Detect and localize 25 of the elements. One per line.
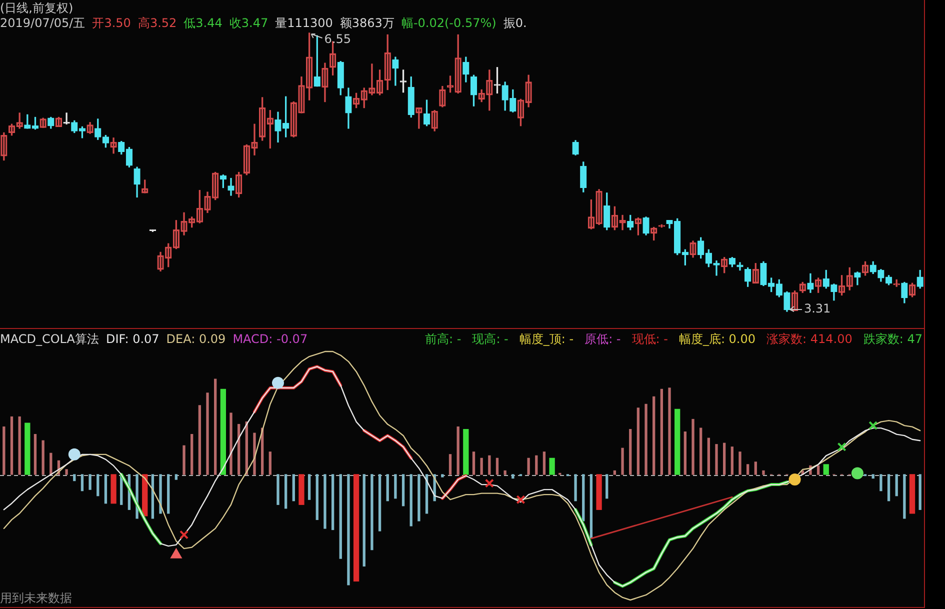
text: 额3863万: [340, 16, 394, 30]
text: 涨家数: 414.00: [766, 332, 852, 346]
annotation: 用到未来数据: [0, 591, 72, 605]
text: 幅-0.02(-0.57%): [401, 16, 496, 30]
text: 量111300: [275, 16, 333, 30]
text: 现低: -: [632, 332, 668, 346]
text: 现高: -: [472, 332, 508, 346]
text: 跌家数: 47: [863, 332, 923, 346]
text: 前高: -: [425, 332, 462, 346]
text: MACD: -0.07: [232, 332, 308, 346]
text: 2019/07/05/五: [0, 16, 86, 30]
text: 高3.52: [138, 16, 177, 30]
text: 幅度_底: 0.00: [678, 332, 756, 346]
annotation: 3.31: [804, 302, 831, 316]
text: 原低: -: [584, 332, 621, 346]
text: DEA: 0.09: [166, 332, 226, 346]
text: 幅度_顶: -: [519, 332, 574, 346]
text: DIF: 0.07: [106, 332, 160, 346]
text: 低3.44: [184, 16, 222, 30]
text: 开3.50: [92, 16, 131, 30]
chart-title: MACD_COLA算法: [0, 332, 99, 346]
annotation: 6.55: [324, 32, 352, 46]
chart-title: (日线,前复权): [0, 1, 74, 15]
text: 收3.47: [229, 16, 268, 30]
text: 振0.: [503, 16, 527, 30]
